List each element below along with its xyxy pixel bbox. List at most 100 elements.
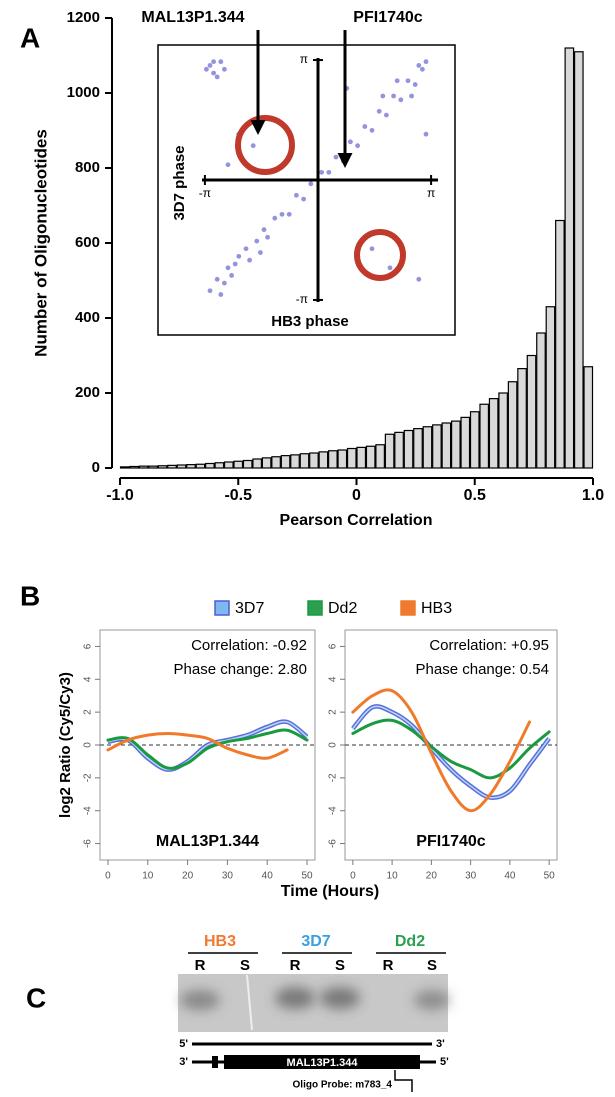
lane-label: S — [427, 957, 437, 974]
bar — [328, 450, 338, 469]
point — [261, 227, 267, 233]
bar — [223, 461, 234, 469]
strand-end: 5' — [440, 1056, 449, 1068]
bar — [536, 332, 546, 469]
point — [232, 261, 238, 267]
point — [247, 257, 253, 263]
point — [362, 124, 368, 129]
histogram: 0 200 400 600 800 1000 1200 -1.0 -0.5 0 0.5 1.0 Pear… — [31, 9, 604, 529]
point — [254, 238, 260, 244]
bar — [186, 464, 196, 469]
bar — [138, 465, 149, 469]
y-axis-label: log2 Ratio (Cy5/Cy3) — [57, 672, 74, 818]
bar — [403, 429, 414, 469]
y-tick-label: 200 — [75, 384, 100, 401]
annotation: Correlation: -0.92 — [191, 637, 307, 654]
y-tick-label: 0 — [92, 459, 100, 476]
y-tick-label: 1200 — [67, 9, 100, 26]
point — [416, 63, 422, 68]
lane-label: S — [240, 957, 250, 974]
point — [207, 288, 213, 294]
x-tick-label: 30 — [222, 871, 234, 882]
point — [272, 215, 278, 221]
annotation: Phase change: 0.54 — [416, 661, 549, 678]
point — [376, 108, 382, 114]
x-tick-label: 30 — [465, 871, 477, 882]
strain-label: Dd2 — [395, 933, 425, 950]
bar — [526, 354, 537, 469]
bar — [479, 403, 490, 469]
point — [214, 74, 220, 80]
point — [405, 78, 411, 84]
point — [333, 154, 339, 160]
exon — [212, 1056, 218, 1068]
band — [275, 987, 315, 1009]
point — [409, 93, 414, 99]
y-tick-label: 1000 — [67, 84, 100, 101]
band — [320, 987, 360, 1009]
y-tick-label: 2 — [328, 709, 339, 715]
blot-image — [178, 974, 448, 1032]
y-tick-label: 4 — [83, 676, 94, 682]
annotation: PFI1740c — [353, 9, 422, 26]
legend-label: HB3 — [421, 600, 452, 617]
legend-label: 3D7 — [235, 600, 264, 617]
point — [301, 196, 306, 202]
legend-swatch — [307, 600, 323, 616]
bar — [337, 449, 348, 469]
strand-end: 3' — [179, 1056, 188, 1068]
bar — [365, 445, 376, 469]
bar — [441, 422, 452, 469]
lane-label: R — [290, 957, 301, 974]
bar — [318, 451, 329, 469]
point — [369, 246, 375, 252]
series-line — [351, 688, 532, 813]
x-axis-label: Pearson Correlation — [280, 512, 433, 529]
series-line — [107, 720, 308, 771]
bar — [384, 433, 395, 469]
y-tick-label: -4 — [328, 806, 339, 815]
panel-label: C — [26, 982, 46, 1013]
point — [394, 78, 400, 84]
bar — [233, 460, 244, 469]
series-line — [106, 731, 289, 760]
point — [384, 112, 389, 118]
probe-bracket — [394, 1070, 413, 1092]
bar — [488, 398, 499, 469]
strand-end: 5' — [179, 1038, 188, 1050]
blot-scratch — [246, 974, 253, 1031]
bar — [129, 465, 140, 469]
point — [204, 66, 209, 72]
y-tick-label: -2 — [83, 773, 94, 782]
series-line — [352, 705, 550, 799]
gene-label: MAL13P1.344 — [287, 1057, 359, 1069]
x-tick-label: 0 — [352, 487, 361, 504]
bar — [242, 459, 253, 469]
y-tick-label: -6 — [328, 839, 339, 848]
bar — [555, 219, 565, 469]
point — [250, 143, 256, 149]
strain-label: 3D7 — [301, 933, 330, 950]
point — [391, 93, 396, 99]
point — [207, 63, 213, 68]
series-line — [106, 728, 309, 770]
point — [211, 70, 217, 76]
point — [294, 192, 299, 198]
point — [258, 250, 263, 255]
point — [319, 169, 324, 175]
point — [211, 59, 217, 65]
point — [423, 131, 429, 137]
point — [222, 66, 227, 72]
band — [414, 990, 450, 1010]
y-tick-label: 6 — [328, 643, 339, 649]
point — [225, 162, 231, 168]
chart-title: MAL13P1.344 — [156, 833, 259, 850]
band — [180, 990, 220, 1010]
point — [214, 276, 220, 282]
bar — [271, 456, 281, 469]
bar — [498, 392, 508, 469]
x-tick-label: 1.0 — [582, 487, 604, 504]
bar — [195, 463, 206, 469]
y-tick-label: -π — [296, 292, 308, 306]
